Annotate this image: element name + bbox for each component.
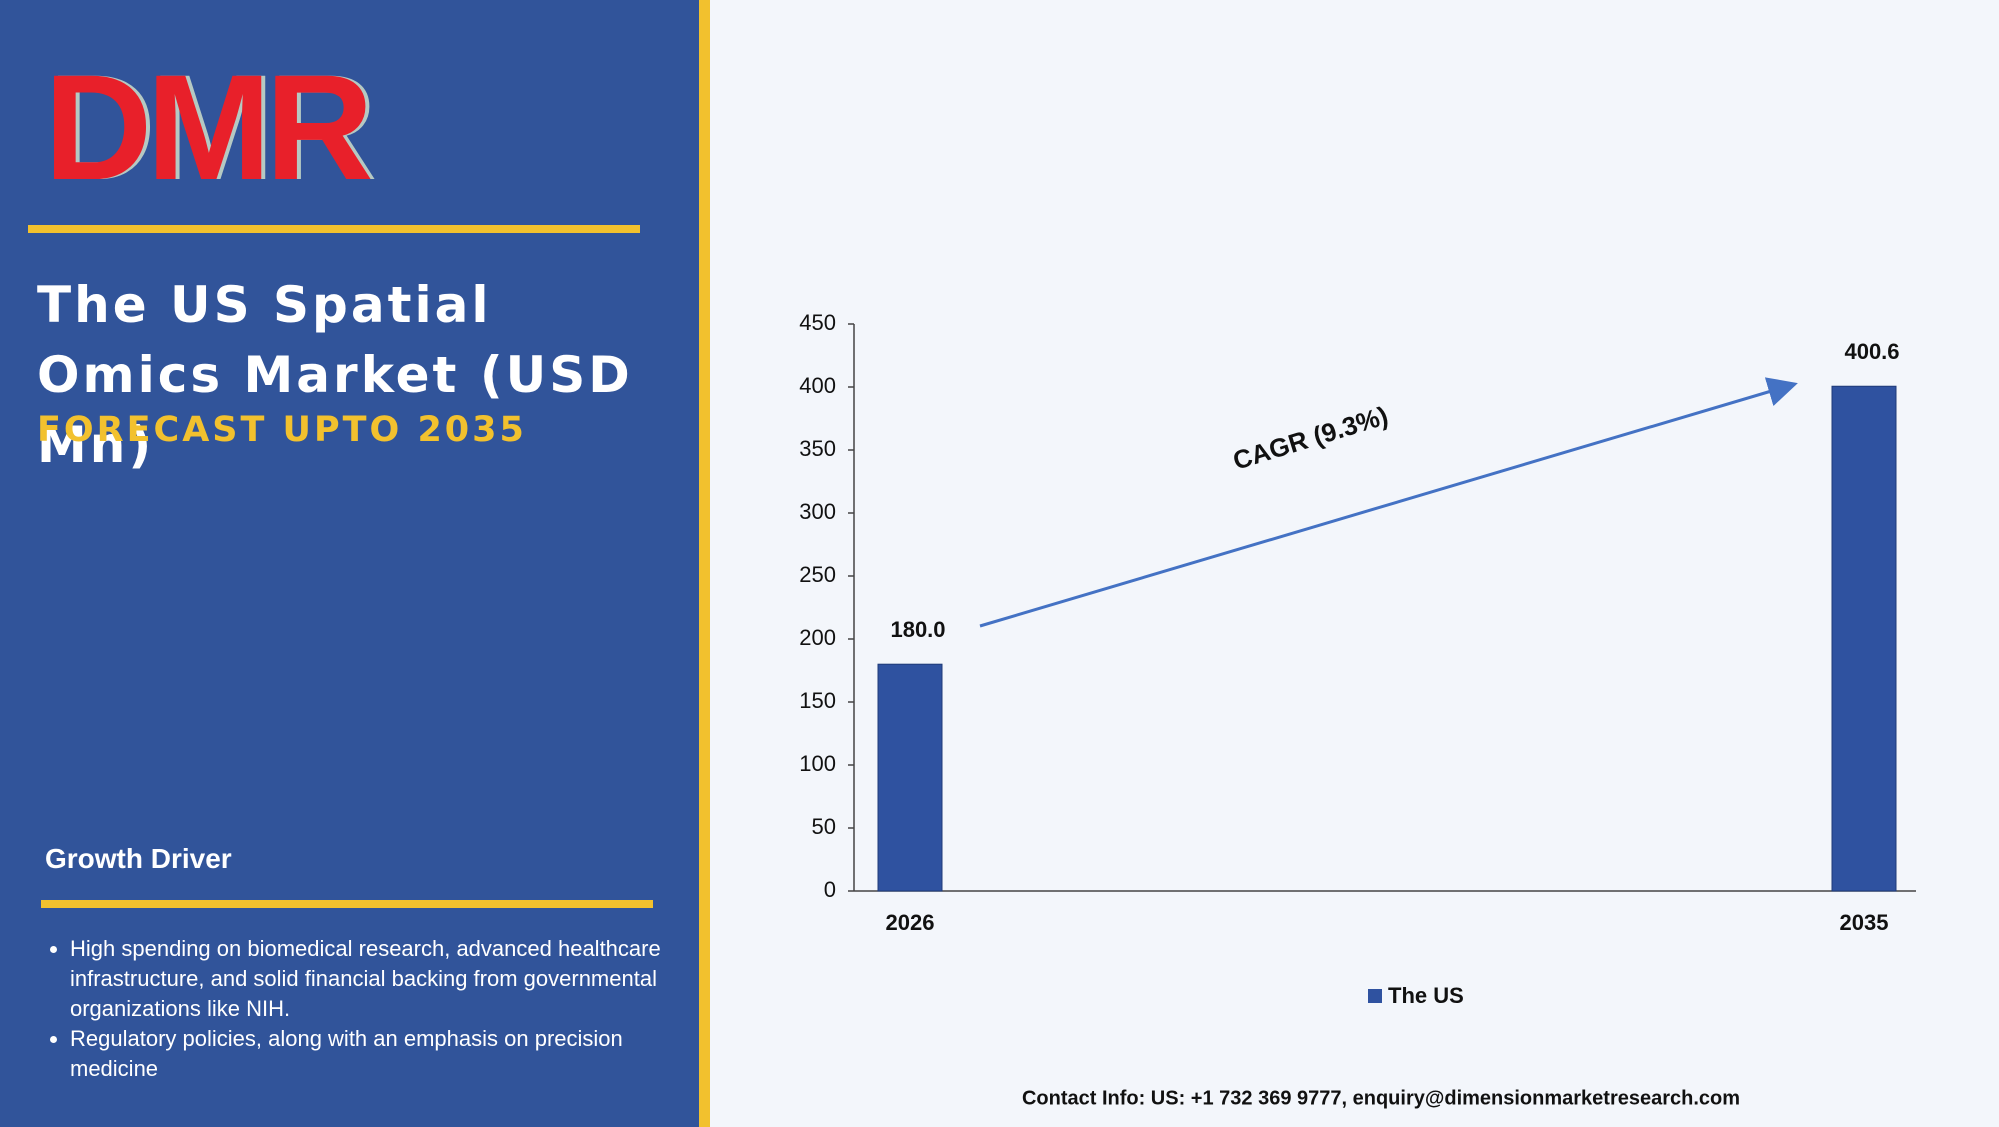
divider	[28, 225, 640, 233]
bar	[1831, 385, 1897, 892]
y-tick-label: 350	[799, 436, 836, 461]
y-tick-label: 100	[799, 751, 836, 776]
legend-swatch	[1368, 989, 1382, 1003]
growth-driver-heading: Growth Driver	[45, 843, 232, 874]
x-tick-label: 2026	[886, 910, 935, 935]
accent-stripe	[699, 0, 710, 1127]
y-tick-label: 150	[799, 688, 836, 713]
contact: Contact Info: US: +1 732 369 9777, enqui…	[1022, 1087, 1740, 1109]
subtitle: FORECAST UPTO 2035	[37, 410, 527, 450]
value-label: 400.6	[1844, 339, 1899, 364]
logo: DMR	[44, 43, 374, 211]
left-panel: DMR The US Spatial Omics Market (USD Mn)…	[0, 0, 699, 1127]
y-tick-label: 50	[812, 814, 836, 839]
bar	[877, 663, 943, 892]
y-tick-label: 450	[799, 310, 836, 335]
bullet: Regulatory policies, along with an empha…	[70, 1024, 690, 1084]
value-label: 180.0	[890, 617, 945, 642]
divider	[41, 900, 653, 908]
y-tick-label: 0	[824, 877, 836, 902]
cagr-arrow	[979, 377, 1798, 628]
annotation: CAGR (9.3%)	[1229, 400, 1391, 476]
y-tick-label: 300	[799, 499, 836, 524]
legend-label: The US	[1388, 983, 1464, 1008]
y-tick-label: 400	[799, 373, 836, 398]
bullet-list: High spending on biomedical research, ad…	[40, 934, 690, 1084]
y-tick-label: 200	[799, 625, 836, 650]
x-tick-label: 2035	[1840, 910, 1889, 935]
bullet: High spending on biomedical research, ad…	[70, 934, 690, 1024]
title: The US Spatial Omics Market (USD Mn)	[37, 276, 633, 474]
y-tick-label: 250	[799, 562, 836, 587]
